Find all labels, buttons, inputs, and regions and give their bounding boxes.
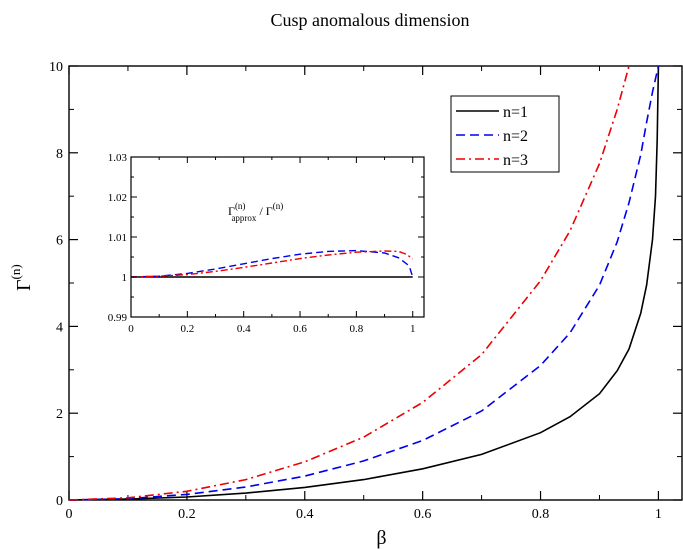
inset-x-tick-label: 1 [410, 323, 416, 335]
series-line-3 [68, 65, 630, 501]
inset-axis-ticks: 0 0.2 0.4 0.6 0.8 1 0.99 1 1.01 1.02 1.03 [108, 152, 424, 335]
inset-x-tick-label: 0.8 [350, 323, 364, 335]
series-line-2 [68, 65, 660, 501]
inset-y-tick-label: 0.99 [108, 312, 128, 324]
inset-annotation: Γ(n) approx / Γ(n) [228, 201, 283, 223]
y-axis-label-superscript: (n) [8, 264, 23, 279]
x-tick-label: 0 [66, 507, 73, 522]
inset-annotation-gamma: Γ [228, 204, 235, 218]
inset-y-tick-label: 1.01 [108, 232, 127, 244]
inset-x-tick-label: 0 [128, 323, 134, 335]
x-tick-label: 0.4 [296, 507, 314, 522]
inset-annotation-sup: (n) [235, 201, 246, 211]
legend-label-3: n=3 [503, 152, 528, 169]
legend: n=1 n=2 n=3 [450, 95, 560, 173]
inset-series-line-2 [130, 249, 414, 278]
y-tick-label: 0 [56, 494, 63, 509]
legend-label-1: n=1 [503, 104, 528, 121]
x-tick-label: 0.8 [532, 507, 550, 522]
x-tick-label: 0.2 [178, 507, 196, 522]
main-series-lines [68, 65, 660, 501]
inset-plot-background [131, 157, 424, 317]
inset-series-lines [130, 249, 414, 278]
inset-annotation-sup-2: (n) [273, 201, 284, 211]
x-axis-label: β [376, 527, 386, 549]
legend-label-2: n=2 [503, 128, 528, 145]
y-axis-label: Γ(n) [8, 264, 35, 291]
y-tick-label: 4 [56, 320, 63, 335]
inset-x-tick-label: 0.6 [293, 323, 307, 335]
y-tick-label: 10 [49, 60, 63, 75]
series-line-1 [68, 65, 660, 501]
chart-title: Cusp anomalous dimension [271, 10, 470, 30]
y-tick-label: 2 [56, 407, 63, 422]
inset-y-tick-label: 1 [122, 272, 128, 284]
inset-y-tick-label: 1.03 [108, 152, 128, 164]
inset-annotation-gamma-2: Γ [266, 204, 273, 218]
x-tick-label: 1 [655, 507, 662, 522]
inset-annotation-sub: approx [231, 213, 256, 223]
y-tick-label: 6 [56, 234, 63, 249]
inset-annotation-slash: / [256, 204, 265, 218]
svg-text:Γ(n): Γ(n) [8, 264, 35, 291]
y-tick-label: 8 [56, 147, 63, 162]
inset-series-line-3 [130, 250, 414, 278]
inset-y-tick-label: 1.02 [108, 192, 127, 204]
x-tick-label: 0.6 [414, 507, 432, 522]
y-axis-label-symbol: Γ [13, 279, 35, 291]
inset-x-tick-label: 0.4 [237, 323, 251, 335]
inset-x-tick-label: 0.2 [180, 323, 194, 335]
